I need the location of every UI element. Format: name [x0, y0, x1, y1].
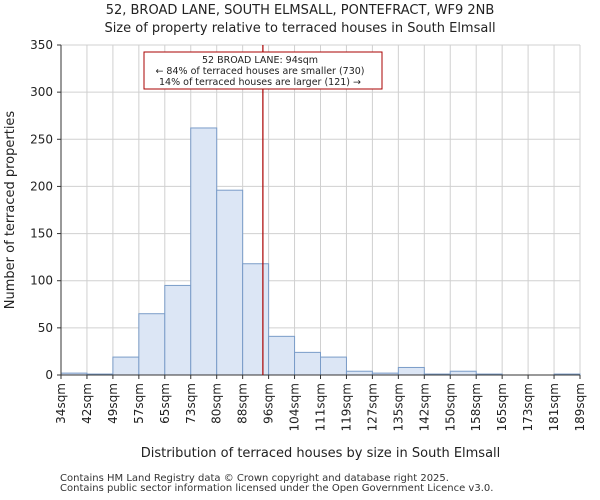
y-tick-label: 200 [30, 179, 53, 193]
x-tick-label: 142sqm [417, 383, 431, 431]
x-tick-label: 173sqm [521, 383, 535, 431]
histogram-bar [190, 127, 218, 376]
histogram-bar [242, 263, 270, 376]
annotation-line-2: ← 84% of terraced houses are smaller (73… [155, 66, 364, 77]
x-tick-label: 150sqm [443, 383, 457, 431]
x-tick-label: 57sqm [132, 383, 146, 424]
annotation-line-1: 52 BROAD LANE: 94sqm [202, 55, 318, 66]
chart-subtitle: Size of property relative to terraced ho… [104, 21, 496, 36]
histogram-bar [397, 366, 425, 376]
histogram-bar [164, 284, 192, 376]
histogram-bar [216, 189, 244, 376]
footer-licence: Contains public sector information licen… [60, 483, 494, 494]
x-tick-label: 88sqm [236, 383, 250, 424]
y-tick-label: 150 [30, 227, 53, 241]
histogram-bar [112, 356, 140, 376]
y-tick-label: 0 [45, 368, 53, 382]
annotation-line-3: 14% of terraced houses are larger (121) … [159, 77, 361, 88]
y-tick-label: 50 [38, 321, 53, 335]
x-tick-label: 65sqm [158, 383, 172, 424]
x-tick-label: 42sqm [80, 383, 94, 424]
histogram-bar [294, 351, 321, 376]
x-tick-label: 80sqm [210, 383, 224, 424]
x-tick-label: 119sqm [339, 383, 353, 431]
annotation-box [143, 51, 383, 90]
y-tick-label: 350 [30, 38, 53, 52]
x-tick-label: 189sqm [573, 383, 587, 431]
x-tick-label: 165sqm [495, 383, 509, 431]
x-tick-label: 158sqm [469, 383, 483, 431]
histogram-bar [345, 370, 373, 376]
x-tick-label: 127sqm [365, 383, 379, 431]
x-tick-label: 111sqm [314, 383, 328, 431]
y-tick-label: 250 [30, 132, 53, 146]
histogram-bar [320, 356, 347, 376]
x-tick-label: 96sqm [262, 383, 276, 424]
histogram-bar [268, 335, 296, 376]
x-tick-label: 104sqm [288, 383, 302, 431]
x-tick-label: 73sqm [184, 383, 198, 424]
x-tick-label: 34sqm [54, 383, 68, 424]
histogram-bar [449, 370, 477, 376]
histogram-bar [138, 313, 166, 376]
y-tick-label: 100 [30, 274, 53, 288]
x-tick-label: 135sqm [391, 383, 405, 431]
y-tick-label: 300 [30, 85, 53, 99]
footer-copyright: Contains HM Land Registry data © Crown c… [60, 473, 449, 484]
x-axis-label: Distribution of terraced houses by size … [141, 446, 501, 461]
x-tick-label: 181sqm [547, 383, 561, 431]
x-tick-label: 49sqm [106, 383, 120, 424]
y-axis-label: Number of terraced properties [3, 111, 18, 310]
chart-title: 52, BROAD LANE, SOUTH ELMSALL, PONTEFRAC… [105, 3, 495, 18]
